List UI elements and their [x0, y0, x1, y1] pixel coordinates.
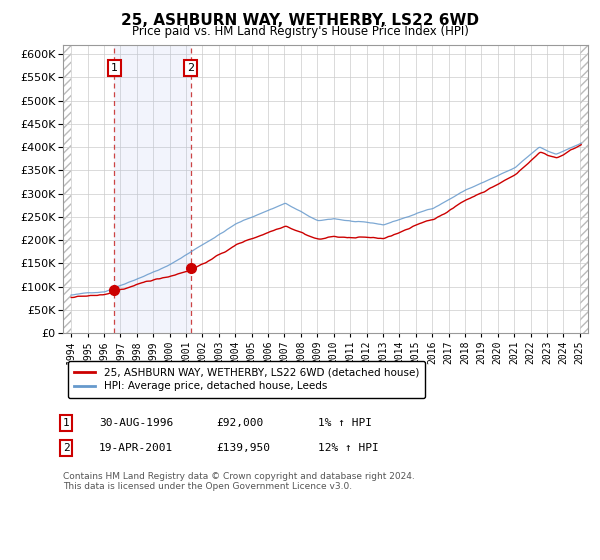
Text: Price paid vs. HM Land Registry's House Price Index (HPI): Price paid vs. HM Land Registry's House … — [131, 25, 469, 38]
Text: 2: 2 — [187, 63, 194, 73]
Text: Contains HM Land Registry data © Crown copyright and database right 2024.
This d: Contains HM Land Registry data © Crown c… — [63, 472, 415, 491]
Text: 12% ↑ HPI: 12% ↑ HPI — [318, 443, 379, 453]
Text: 25, ASHBURN WAY, WETHERBY, LS22 6WD: 25, ASHBURN WAY, WETHERBY, LS22 6WD — [121, 13, 479, 29]
Legend: 25, ASHBURN WAY, WETHERBY, LS22 6WD (detached house), HPI: Average price, detach: 25, ASHBURN WAY, WETHERBY, LS22 6WD (det… — [68, 361, 425, 398]
Text: 19-APR-2001: 19-APR-2001 — [99, 443, 173, 453]
Text: £139,950: £139,950 — [216, 443, 270, 453]
Text: 30-AUG-1996: 30-AUG-1996 — [99, 418, 173, 428]
Text: 1: 1 — [62, 418, 70, 428]
Text: £92,000: £92,000 — [216, 418, 263, 428]
Text: 1: 1 — [111, 63, 118, 73]
Text: 1% ↑ HPI: 1% ↑ HPI — [318, 418, 372, 428]
Bar — [63, 45, 71, 333]
Bar — [115, 45, 191, 333]
Bar — [580, 45, 588, 333]
Text: 2: 2 — [62, 443, 70, 453]
